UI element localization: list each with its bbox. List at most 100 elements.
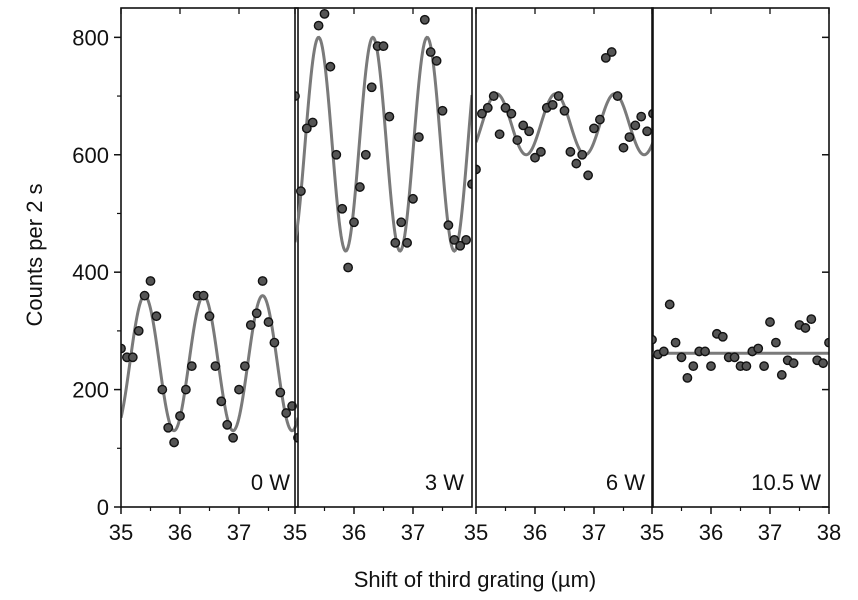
data-point [307,117,318,128]
data-point [180,384,191,395]
data-point [624,132,635,143]
data-point [664,299,675,310]
data-point [378,41,389,52]
x-tick-label: 35 [283,520,307,545]
data-point [390,237,401,248]
x-tick-label: 35 [109,520,133,545]
data-point [618,142,629,153]
y-tick-label: 600 [72,143,109,168]
x-tick-label: 37 [758,520,782,545]
data-point [524,126,534,137]
data-point [354,182,365,192]
data-point [245,320,256,330]
data-point [482,102,493,113]
data-point [565,146,576,157]
data-point [741,361,752,372]
data-point [500,102,511,113]
data-point [642,126,652,137]
data-point [169,437,180,448]
data-point [729,352,740,363]
panel-2: 35 36 376 W [464,7,654,545]
data-point [313,20,324,31]
data-point [494,129,505,140]
data-point [210,361,221,372]
x-tick-label: 37 [227,520,251,545]
data-point [488,91,499,101]
data-point [133,325,144,336]
data-point [476,164,481,175]
panel-0: 35 36 370 W [109,7,299,545]
panel-label: 10.5 W [751,470,821,495]
data-point [518,120,529,131]
data-point [443,220,454,231]
x-tick-label: 37 [401,520,425,545]
data-point [275,387,286,398]
data-point [204,311,215,322]
data-point [636,111,647,122]
data-point [700,346,710,357]
data-point [455,240,466,251]
panel-label: 6 W [606,470,645,495]
data-point [536,146,546,157]
data-point [688,361,699,372]
x-tick-label: 36 [168,520,192,545]
data-point [139,290,150,301]
y-tick-label: 800 [72,25,109,50]
data-point [753,343,764,354]
panel-3: 35 36 37 38 10.5 W [640,7,841,545]
data-point [349,217,359,228]
data-point [682,372,693,383]
data-point [476,108,487,119]
data-point [706,361,716,372]
data-point [145,276,156,286]
data-point [325,61,336,72]
data-point [331,149,342,160]
panel-frame [475,7,654,508]
data-point [806,314,817,325]
fit-curve [121,294,298,433]
data-point [175,411,185,421]
data-point [583,170,593,181]
data-point [216,396,227,407]
data-point [234,384,244,395]
x-axis-title: Shift of third grating (µm) [354,567,597,592]
panel-frame [294,7,473,508]
data-point [431,55,442,66]
y-axis-title: Counts per 2 s [22,183,47,326]
data-point [239,361,250,372]
data-point [530,152,540,163]
data-point [228,432,239,443]
data-point [506,108,517,119]
data-point [251,308,262,319]
data-point [437,105,448,116]
x-tick-label: 36 [523,520,547,545]
data-point [589,123,599,134]
data-point [295,91,300,101]
data-point [449,234,460,245]
data-point [670,337,681,348]
data-point [413,132,424,143]
data-point [263,317,274,327]
y-tick-label: 0 [97,495,109,520]
data-point [222,419,233,430]
data-point [419,14,430,25]
x-tick-label: 36 [699,520,723,545]
data-point [606,47,617,57]
data-point [771,337,781,348]
data-point [287,401,297,411]
fit-curve [295,35,472,253]
data-point [800,323,811,333]
data-point [319,8,330,19]
panel-label: 3 W [425,470,464,495]
data-point [396,217,407,228]
data-point [765,317,775,327]
data-point [269,337,280,348]
x-tick-label: 35 [640,520,664,545]
data-point [408,193,418,204]
y-tick-label: 400 [72,260,109,285]
data-point [553,91,564,101]
data-point [257,276,268,286]
panel-frame [651,7,830,508]
